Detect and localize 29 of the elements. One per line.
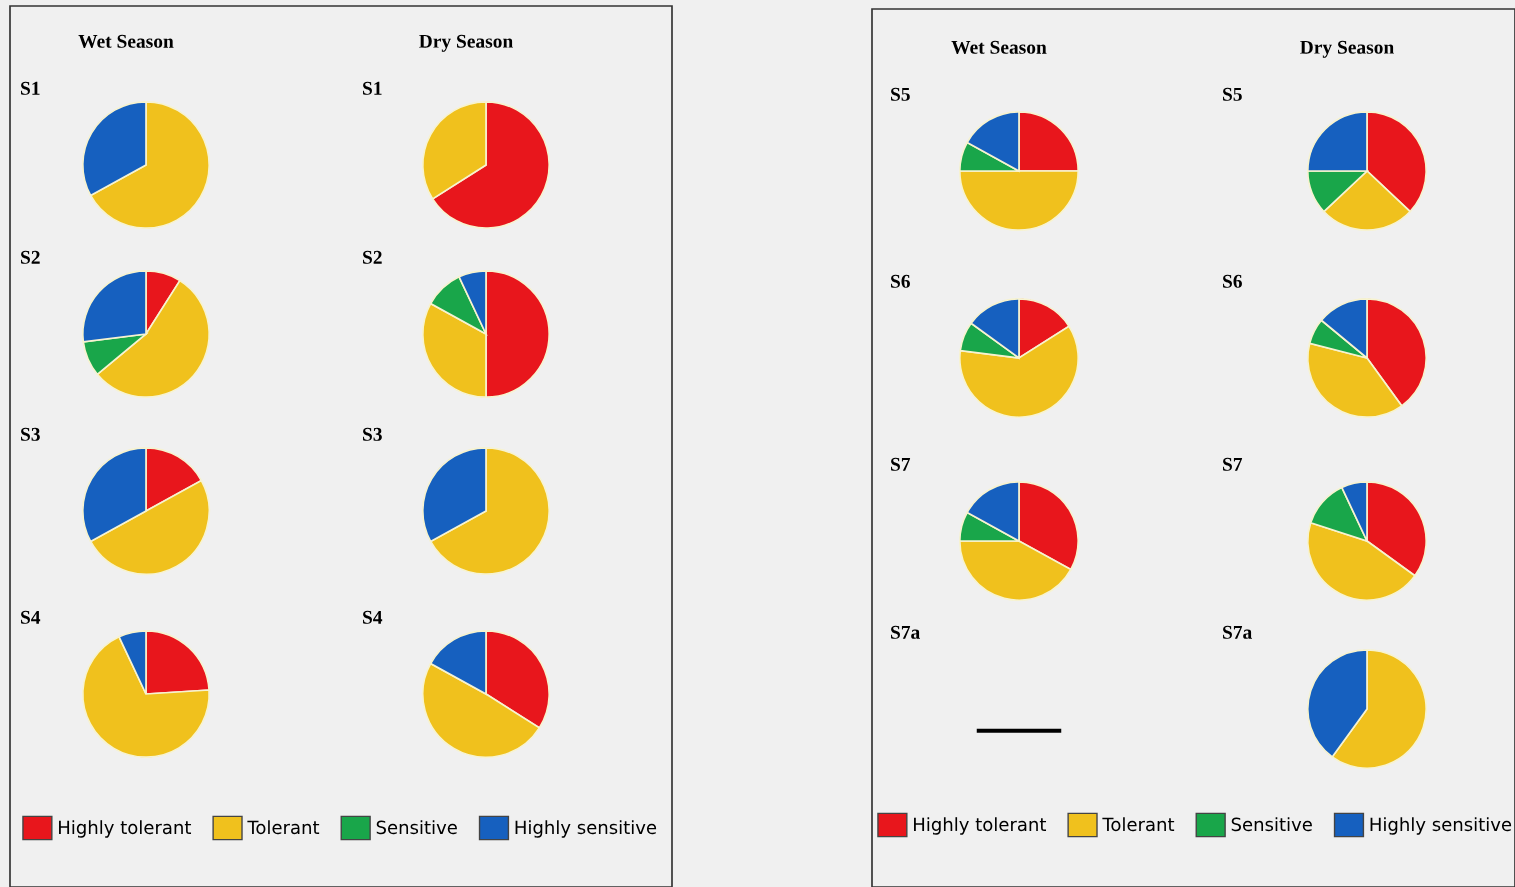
legend-label: Tolerant [247,820,320,835]
text: S7a [891,625,920,639]
chart-subtitle: S1 [21,81,40,95]
legend-label: Highly tolerant [59,820,192,838]
legend-label: Highly sensitive [1370,817,1512,835]
chart-subtitle: S2 [363,250,382,264]
chart-subtitle: S6 [1223,274,1242,288]
chart-subtitle: S7 [891,457,911,471]
chart-subtitle: S4 [21,610,41,624]
chart-subtitle: S2 [21,250,40,264]
chart-title: Wet Season [951,40,1047,54]
chart-title: Wet Season [78,34,174,48]
chart-subtitle: S4 [363,610,383,624]
chart-subtitle: S6 [891,274,910,288]
chart-title: Dry Season [1300,40,1394,58]
chart-title: Dry Season [419,34,513,52]
chart-subtitle: S1 [363,81,382,95]
legend-label: Tolerant [1102,817,1175,832]
chart-subtitle: S3 [363,427,382,441]
chart-subtitle: S3 [21,427,40,441]
chart-subtitle: S5 [891,87,910,101]
chart-subtitle: S7a [1223,625,1252,639]
chart-subtitle: S5 [1223,87,1242,101]
legend-label: Sensitive [1231,817,1312,832]
legend-label: Sensitive [376,820,457,835]
chart-subtitle: S7 [1223,457,1243,471]
legend-label: Highly tolerant [914,817,1047,835]
text: — [976,728,1062,733]
legend-label: Highly sensitive [515,820,657,838]
